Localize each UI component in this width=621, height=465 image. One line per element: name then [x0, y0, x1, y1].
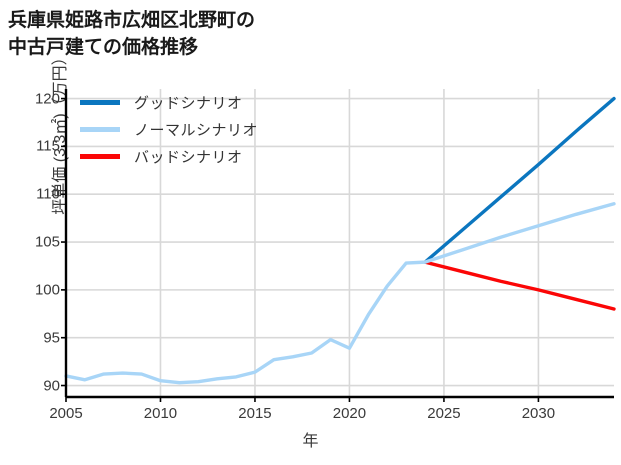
y-tick-label: 95 [43, 329, 60, 347]
x-tick-label: 2010 [143, 405, 178, 422]
y-tick-label: 105 [34, 233, 60, 251]
x-tick-label: 2005 [49, 405, 83, 422]
x-tick-label: 2030 [521, 405, 556, 422]
series-line [423, 96, 616, 264]
y-tick-label: 100 [34, 281, 60, 299]
y-tick-label: 90 [43, 377, 60, 395]
chart-title-line-2: 中古戸建ての価格推移 [8, 36, 199, 58]
y-tick-label: 120 [34, 90, 60, 108]
series-line [64, 202, 616, 385]
x-tick-label: 2025 [427, 405, 461, 422]
chart-title-line-1: 兵庫県姫路市広畑区北野町の [8, 10, 256, 31]
x-tick-label: 2015 [238, 405, 272, 422]
series-line [423, 260, 616, 311]
chart-title: 兵庫県姫路市広畑区北野町の 中古戸建ての価格推移 [8, 8, 488, 62]
y-tick-label: 110 [36, 185, 60, 203]
x-tick-label: 2020 [332, 405, 367, 422]
x-axis-label: 年 [302, 433, 319, 450]
y-tick-label: 115 [36, 137, 60, 155]
